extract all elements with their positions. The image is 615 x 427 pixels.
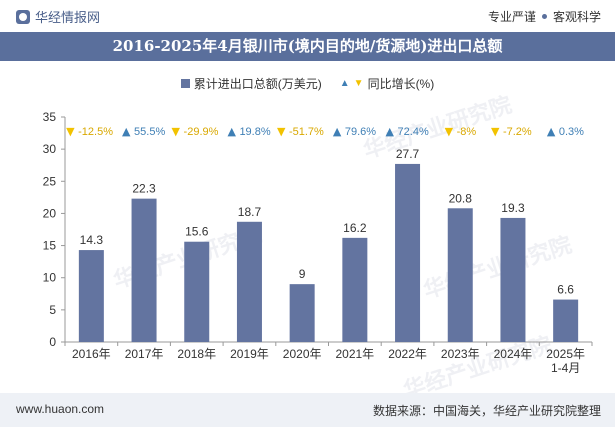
- bar-value-label: 19.3: [501, 201, 525, 215]
- separator-dot-icon: [541, 14, 547, 19]
- brand-name: 华经情报网: [35, 10, 101, 25]
- bar: [78, 250, 104, 342]
- x-category-label: 2017年: [125, 347, 164, 361]
- growth-label: -7.2%: [503, 126, 532, 138]
- y-tick-label: 5: [49, 303, 56, 317]
- x-category-label: 2019年: [230, 347, 269, 361]
- bar: [236, 221, 262, 342]
- legend-bar-swatch: [180, 79, 190, 88]
- bar: [447, 208, 473, 342]
- brand: 华经情报网: [16, 7, 100, 26]
- x-category-label: 2021年: [335, 347, 374, 361]
- website-link[interactable]: www.huaon.com: [16, 402, 105, 416]
- growth-down-triangle-icon: ▼: [66, 125, 75, 138]
- growth-down-triangle-icon: ▼: [172, 125, 181, 138]
- bar-value-label: 27.7: [396, 147, 420, 161]
- bar-value-label: 6.6: [557, 283, 574, 297]
- growth-label: 0.3%: [559, 126, 584, 138]
- tagline-1: 专业严谨: [487, 10, 536, 24]
- chart-title: 2016-2025年4月银川市(境内目的地/货源地)进出口总额: [0, 32, 615, 61]
- y-tick-label: 25: [43, 174, 57, 188]
- y-tick-label: 15: [43, 239, 57, 253]
- x-category-label: 2020年: [283, 347, 322, 361]
- growth-up-triangle-icon: ▲: [547, 125, 556, 138]
- x-category-label: 2018年: [177, 347, 216, 361]
- growth-down-triangle-icon: ▼: [491, 125, 500, 138]
- bar: [395, 163, 421, 342]
- y-tick-label: 30: [43, 142, 57, 156]
- bar-value-label: 20.8: [449, 191, 473, 205]
- growth-up-triangle-icon: ▲: [122, 125, 131, 138]
- legend-bar-label: 累计进出口总额(万美元): [193, 77, 322, 91]
- legend-growth-label: 同比增长(%): [367, 77, 435, 91]
- growth-up-triangle-icon: ▲: [333, 125, 342, 138]
- tagline: 专业严谨 客观科学: [488, 8, 601, 25]
- x-category-label: 2016年: [72, 347, 111, 361]
- bar: [184, 241, 210, 342]
- bar-value-label: 14.3: [80, 233, 104, 247]
- growth-label: -8%: [457, 126, 477, 138]
- x-category-label: 2024年: [494, 347, 533, 361]
- tagline-2: 客观科学: [552, 10, 601, 24]
- brand-logo-icon: [16, 9, 30, 24]
- bar: [500, 217, 526, 342]
- bar-value-label: 16.2: [343, 221, 367, 235]
- bar: [131, 198, 157, 342]
- growth-label: 79.6%: [345, 126, 376, 138]
- bar-value-label: 15.6: [185, 225, 209, 239]
- growth-label: -12.5%: [78, 126, 113, 138]
- bar-value-label: 22.3: [132, 182, 156, 196]
- x-category-label: 2023年: [441, 347, 480, 361]
- y-tick-label: 10: [43, 271, 57, 285]
- legend: 累计进出口总额(万美元) ▲ ▼ 同比增长(%): [0, 75, 615, 92]
- bar-value-label: 9: [299, 267, 306, 281]
- x-category-label: 2025年: [546, 347, 585, 361]
- bar-value-label: 18.7: [238, 205, 262, 219]
- growth-down-triangle-icon: ▼: [277, 125, 286, 138]
- up-triangle-icon: ▲: [339, 77, 350, 89]
- bar: [342, 237, 368, 342]
- down-triangle-icon: ▼: [353, 77, 364, 89]
- top-bar: 华经情报网 专业严谨 客观科学: [0, 0, 615, 32]
- legend-bar-item: 累计进出口总额(万美元): [180, 75, 322, 92]
- bar: [289, 284, 315, 342]
- growth-label: -51.7%: [289, 126, 324, 138]
- bar: [553, 299, 579, 342]
- growth-label: 19.8%: [239, 126, 270, 138]
- x-category-label: 2022年: [388, 347, 427, 361]
- growth-down-triangle-icon: ▼: [445, 125, 454, 138]
- growth-up-triangle-icon: ▲: [227, 125, 236, 138]
- y-tick-label: 35: [43, 110, 57, 124]
- x-category-label: 1-4月: [551, 361, 580, 375]
- y-tick-label: 0: [49, 335, 56, 349]
- footer: www.huaon.com 数据来源：中国海关，华经产业研究院整理: [0, 393, 615, 427]
- growth-up-triangle-icon: ▲: [386, 125, 395, 138]
- growth-label: 55.5%: [134, 126, 165, 138]
- legend-growth-item: ▲ ▼ 同比增长(%): [340, 75, 434, 92]
- data-source: 数据来源：中国海关，华经产业研究院整理: [372, 404, 601, 418]
- growth-label: 72.4%: [398, 126, 429, 138]
- y-tick-label: 20: [43, 206, 57, 220]
- growth-label: -29.9%: [184, 126, 219, 138]
